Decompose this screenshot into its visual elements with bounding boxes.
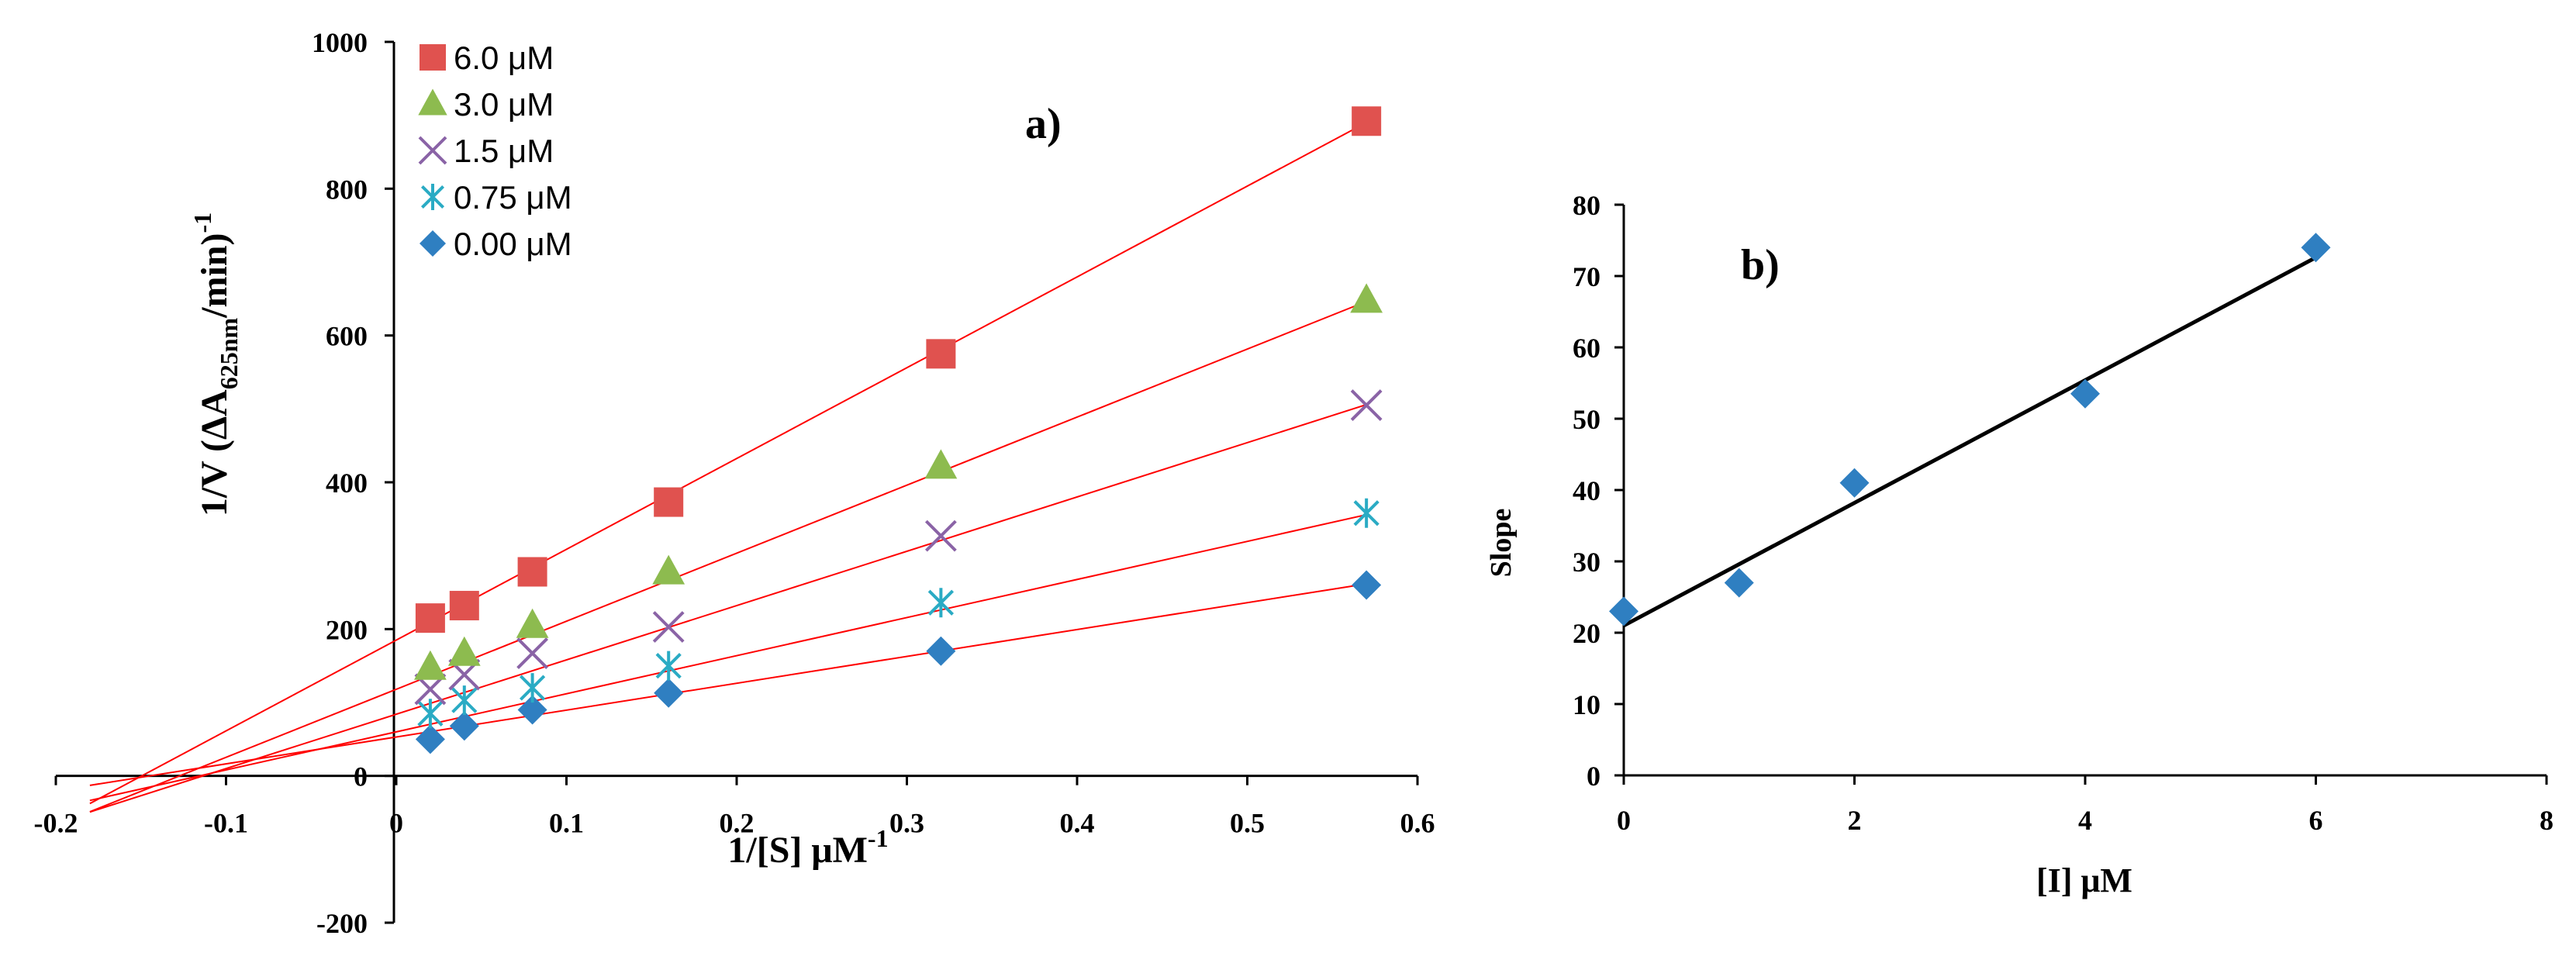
chart-a-x-tick-label: -0.1: [204, 808, 248, 839]
chart-a-legend-label: 0.75 μM: [454, 179, 572, 216]
chart-a-trendline: [89, 583, 1367, 786]
chart-b-x-tick-label: 0: [1617, 805, 1631, 836]
chart-a-panel-label: a): [1025, 100, 1062, 148]
chart-b-x-tick-label: 6: [2309, 805, 2323, 836]
chart-b-y-tick-label: 50: [1573, 404, 1601, 435]
chart-b: 0 10 20 30 40 50 60 70 80 0 2 4 6 8 b) Slope [I] μM: [1485, 190, 2554, 899]
chart-a-point: [517, 695, 547, 725]
chart-b-x-tick-label: 8: [2540, 805, 2554, 836]
chart-a-y-tick-label: 0: [354, 761, 368, 792]
chart-a-y-tick-label: 400: [326, 468, 368, 499]
chart-a-point: [451, 685, 478, 716]
chart-a-point: [516, 637, 549, 669]
chart-b-point: [2301, 233, 2331, 263]
chart-b-y-axis-title: Slope: [1485, 509, 1518, 578]
chart-a-point: [655, 651, 682, 681]
chart-b-y-tick-label: 60: [1573, 333, 1601, 364]
chart-a-x-axis-title: 1/[S] μM-1: [727, 824, 888, 871]
chart-b-trendline: [1622, 255, 2317, 628]
chart-a-point: [1350, 389, 1383, 422]
chart-a-x-tick-label: 0.6: [1400, 808, 1435, 839]
chart-a: -200 0 200 400 600 800 1000 -0.2 -0.1 0 0.1 0.2 0.3 0…: [34, 27, 1435, 939]
chart-a-point: [926, 636, 956, 666]
chart-b-x-axis-title: [I] μM: [2036, 861, 2132, 899]
chart-a-point: [1352, 106, 1382, 136]
chart-a-point: [924, 520, 957, 552]
chart-a-legend-label: 6.0 μM: [454, 40, 554, 76]
chart-a-point: [447, 636, 481, 666]
chart-a-point: [417, 699, 444, 729]
chart-a-y-tick-label: 800: [326, 174, 368, 205]
chart-a-trendline: [89, 122, 1367, 805]
chart-a-x-tick-label: 0: [389, 808, 403, 839]
chart-b-y-tick-label: 20: [1573, 618, 1601, 649]
chart-a-point: [1350, 283, 1383, 313]
chart-b-y-tick-label: 0: [1587, 761, 1601, 792]
chart-a-y-tick-label: 200: [326, 614, 368, 645]
chart-a-trendline: [89, 300, 1367, 813]
chart-a-legend-label: 3.0 μM: [454, 86, 554, 123]
chart-a-point: [652, 554, 685, 585]
chart-a-point: [654, 487, 684, 517]
chart-a-legend-label: 1.5 μM: [454, 133, 554, 169]
chart-a-legend-marker: [420, 44, 446, 71]
chart-a-point: [415, 724, 445, 754]
chart-a-point: [924, 449, 958, 479]
chart-a-x-tick-label: -0.2: [34, 808, 78, 839]
chart-a-y-tick-label: 600: [326, 321, 368, 352]
chart-a-x-tick-label: 0.2: [720, 808, 754, 839]
chart-a-x-tick-label: 0.4: [1060, 808, 1095, 839]
chart-b-point: [1724, 568, 1754, 598]
chart-a-point: [519, 673, 546, 703]
chart-a-trendline: [89, 403, 1367, 813]
chart-a-y-axis-title: 1/V (ΔA625nm/min)-1: [188, 212, 243, 516]
chart-b-x-tick-label: 2: [1848, 805, 1862, 836]
chart-a-trendline: [89, 513, 1367, 802]
chart-b-y-tick-label: 10: [1573, 689, 1601, 720]
chart-b-x-tick-label: 4: [2078, 805, 2092, 836]
chart-a-y-tick-label: 1000: [312, 27, 368, 58]
chart-a-legend-marker: [420, 230, 446, 257]
chart-a-x-tick-label: 0.3: [889, 808, 924, 839]
chart-a-point: [654, 678, 684, 708]
chart-b-point: [1609, 596, 1638, 627]
chart-b-y-tick-label: 80: [1573, 190, 1601, 221]
chart-a-point: [414, 650, 447, 680]
chart-a-legend-marker: [418, 88, 447, 116]
chart-b-panel-label: b): [1741, 241, 1780, 289]
chart-a-legend-marker: [420, 184, 445, 210]
chart-a-point: [926, 339, 956, 369]
chart-a-legend-marker: [418, 136, 447, 165]
chart-a-legend-label: 0.00 μM: [454, 226, 572, 262]
chart-a-point: [1353, 498, 1380, 528]
chart-b-y-tick-label: 40: [1573, 475, 1601, 506]
chart-a-point: [1352, 570, 1382, 600]
chart-a-point: [516, 608, 549, 638]
chart-b-y-tick-label: 70: [1573, 261, 1601, 292]
chart-a-y-tick-label: -200: [316, 908, 368, 939]
chart-a-point: [449, 711, 479, 741]
chart-b-point: [1839, 468, 1870, 498]
chart-a-point: [415, 603, 445, 633]
chart-a-x-tick-label: 0.1: [549, 808, 584, 839]
chart-a-x-tick-label: 0.5: [1230, 808, 1265, 839]
chart-b-y-tick-label: 30: [1573, 547, 1601, 578]
chart-b-point: [2070, 378, 2100, 409]
chart-a-point: [449, 591, 479, 621]
chart-a-point: [517, 557, 547, 587]
chart-a-point: [927, 588, 955, 618]
chart-a-point: [652, 611, 685, 643]
